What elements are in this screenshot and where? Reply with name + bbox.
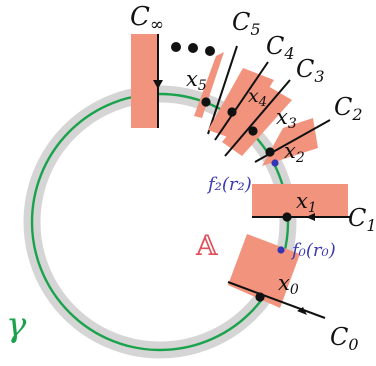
patch-c4 [208,61,274,141]
ellipsis-dot-3 [205,46,215,56]
point-x4 [227,107,237,117]
point-x2 [265,147,275,157]
label-c2: C2 [334,93,363,124]
label-gamma: γ [6,305,27,345]
label-x0: x0 [278,271,299,298]
label-f0r0: f₀(r₀) [290,240,336,261]
label-annulus: 𝔸 [195,229,219,262]
label-x4: x4 [248,85,267,110]
point-x5 [201,97,211,107]
point-x1 [282,212,292,222]
ellipsis-dot-1 [171,42,181,52]
label-x5: x5 [186,67,207,94]
ellipsis-dot-2 [188,43,198,53]
label-c4: C4 [266,32,295,63]
patch-c-inf [131,34,163,128]
gamma-curve [30,92,290,352]
point-f0r0 [277,246,285,254]
label-c1: C1 [348,204,376,235]
label-x3: x3 [276,105,297,132]
label-f2r2: f₂(r₂) [206,174,252,195]
patch-c3 [222,79,292,157]
label-c0: C0 [330,323,359,354]
label-c3: C3 [296,55,325,86]
label-c-inf: C∞ [130,2,164,35]
point-x0 [255,292,265,302]
patch-c1 [252,184,350,221]
label-x2: x2 [284,139,305,166]
label-x1: x1 [296,189,317,216]
point-f2r2 [271,159,279,167]
point-x3 [248,126,258,136]
label-c5: C5 [232,8,261,39]
